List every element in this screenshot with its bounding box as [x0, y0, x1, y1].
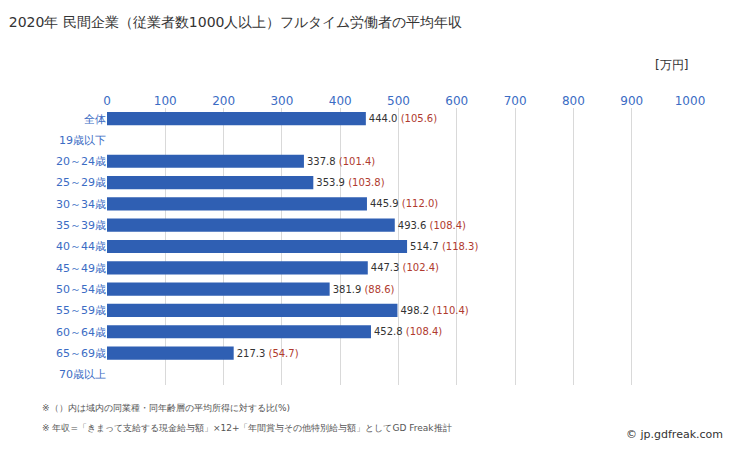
svg-text:25～29歳: 25～29歳 — [56, 176, 106, 189]
svg-text:70歳以上: 70歳以上 — [59, 368, 106, 381]
svg-text:381.9 (88.6): 381.9 (88.6) — [333, 284, 395, 295]
svg-text:447.3 (102.4): 447.3 (102.4) — [371, 262, 439, 273]
svg-text:400: 400 — [329, 94, 352, 108]
svg-text:493.6 (108.4): 493.6 (108.4) — [398, 220, 466, 231]
svg-text:700: 700 — [504, 94, 527, 108]
svg-text:600: 600 — [445, 94, 468, 108]
svg-text:45～49歳: 45～49歳 — [56, 262, 106, 275]
svg-text:445.9 (112.0): 445.9 (112.0) — [370, 198, 438, 209]
svg-text:0: 0 — [103, 94, 111, 108]
svg-text:65～69歳: 65～69歳 — [56, 347, 106, 360]
svg-text:200: 200 — [212, 94, 235, 108]
svg-text:35～39歳: 35～39歳 — [56, 219, 106, 232]
svg-text:20～24歳: 20～24歳 — [56, 155, 106, 168]
svg-text:1000: 1000 — [675, 94, 706, 108]
svg-text:100: 100 — [154, 94, 177, 108]
svg-text:498.2 (110.4): 498.2 (110.4) — [400, 305, 468, 316]
svg-text:© jp.gdfreak.com: © jp.gdfreak.com — [626, 428, 723, 441]
svg-text:40～44歳: 40～44歳 — [56, 240, 106, 253]
svg-text:50～54歳: 50～54歳 — [56, 283, 106, 296]
svg-text:55～59歳: 55～59歳 — [56, 304, 106, 317]
svg-text:800: 800 — [562, 94, 585, 108]
svg-text:全体: 全体 — [84, 113, 106, 126]
svg-text:500: 500 — [387, 94, 410, 108]
svg-text:353.9 (103.8): 353.9 (103.8) — [316, 177, 384, 188]
svg-text:300: 300 — [270, 94, 293, 108]
svg-text:514.7 (118.3): 514.7 (118.3) — [410, 241, 478, 252]
svg-text:337.8 (101.4): 337.8 (101.4) — [307, 156, 375, 167]
svg-text:※ 年収=「きまって支給する現金給与額」×12+「年間賞与そ: ※ 年収=「きまって支給する現金給与額」×12+「年間賞与その他特別給与額」とし… — [42, 423, 452, 433]
svg-text:2020年 民間企業（従業者数1000人以上）フルタイム労働: 2020年 民間企業（従業者数1000人以上）フルタイム労働者の平均年収 — [9, 14, 463, 30]
svg-text:900: 900 — [620, 94, 643, 108]
svg-text:452.8 (108.4): 452.8 (108.4) — [374, 326, 442, 337]
svg-text:60～64歳: 60～64歳 — [56, 326, 106, 339]
svg-text:※（）内は域内の同業種・同年齢層の平均所得に対する比(%): ※（）内は域内の同業種・同年齢層の平均所得に対する比(%) — [42, 403, 290, 413]
svg-text:30～34歳: 30～34歳 — [56, 198, 106, 211]
svg-text:444.0 (105.6): 444.0 (105.6) — [369, 113, 437, 124]
svg-text:[万円]: [万円] — [655, 58, 688, 72]
svg-text:217.3 (54.7): 217.3 (54.7) — [237, 348, 299, 359]
svg-text:19歳以下: 19歳以下 — [59, 134, 106, 147]
